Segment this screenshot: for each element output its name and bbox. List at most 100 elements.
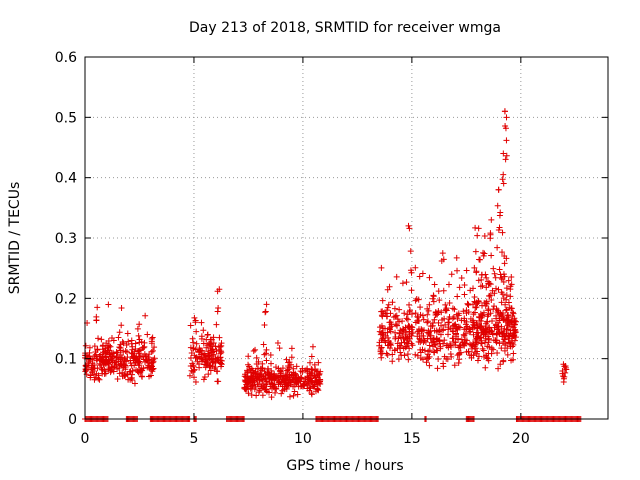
data-point — [441, 337, 448, 344]
data-point — [498, 329, 505, 336]
data-point — [449, 335, 456, 342]
data-point — [443, 305, 450, 312]
data-point — [475, 332, 482, 339]
data-point — [495, 323, 502, 330]
data-point — [437, 331, 444, 338]
data-point — [267, 352, 274, 359]
data-point — [504, 326, 511, 333]
data-point — [245, 353, 252, 360]
data-point — [461, 332, 468, 339]
data-points — [82, 108, 584, 422]
data-point — [136, 321, 143, 328]
data-point — [415, 296, 422, 303]
data-point — [136, 347, 143, 354]
data-point — [106, 365, 113, 372]
data-point — [125, 376, 132, 383]
data-point — [412, 351, 419, 358]
data-point — [496, 315, 503, 322]
data-point — [436, 297, 443, 304]
data-point — [442, 321, 449, 328]
data-point — [401, 352, 408, 359]
data-point — [449, 305, 456, 312]
data-point — [503, 114, 510, 121]
data-point — [193, 340, 200, 347]
data-point — [479, 311, 486, 318]
data-point — [214, 288, 221, 295]
data-point — [263, 357, 270, 364]
data-point — [495, 226, 502, 233]
data-point — [386, 283, 393, 290]
data-point — [290, 376, 297, 383]
data-point — [315, 359, 322, 366]
data-point — [116, 370, 123, 377]
chart-title: Day 213 of 2018, SRMTID for receiver wmg… — [189, 20, 501, 36]
data-point — [213, 368, 220, 375]
data-point — [470, 311, 477, 318]
data-point — [424, 319, 431, 326]
data-point — [151, 344, 158, 351]
data-point — [401, 310, 408, 317]
data-point — [465, 302, 472, 309]
data-point — [448, 271, 455, 278]
data-point — [476, 256, 483, 263]
data-point — [400, 327, 407, 334]
data-point — [500, 336, 507, 343]
data-point — [131, 362, 138, 369]
data-point — [502, 156, 509, 163]
y-axis-label: SRMTID / TECUs — [7, 182, 23, 295]
data-point — [387, 328, 394, 335]
data-point — [99, 346, 106, 353]
data-point — [474, 357, 481, 364]
data-point — [309, 343, 316, 350]
y-tick-label: 0.2 — [55, 291, 77, 307]
data-point — [443, 355, 450, 362]
data-point — [391, 305, 398, 312]
data-point — [93, 317, 100, 324]
data-point — [504, 351, 511, 358]
data-point — [498, 289, 505, 296]
data-point — [247, 385, 254, 392]
data-point — [465, 348, 472, 355]
data-point — [118, 322, 125, 329]
data-point — [82, 342, 89, 349]
data-point — [274, 339, 281, 346]
data-point — [504, 345, 511, 352]
data-point — [250, 371, 257, 378]
data-point — [257, 371, 264, 378]
data-point — [393, 312, 400, 319]
data-point — [406, 301, 413, 308]
data-point — [110, 337, 117, 344]
data-point — [123, 342, 130, 349]
data-point — [431, 316, 438, 323]
data-point — [187, 344, 194, 351]
data-point — [419, 270, 426, 277]
data-point — [127, 360, 134, 367]
data-point — [480, 326, 487, 333]
data-point — [286, 393, 293, 400]
data-point — [263, 346, 270, 353]
y-tick-label: 0.4 — [55, 171, 77, 187]
data-point — [501, 273, 508, 280]
data-point — [150, 356, 157, 363]
data-point — [198, 319, 205, 326]
data-point — [187, 322, 194, 329]
data-point — [503, 292, 510, 299]
data-point — [476, 317, 483, 324]
data-point — [495, 186, 502, 193]
data-point — [206, 340, 213, 347]
data-point — [202, 358, 209, 365]
data-point — [431, 349, 438, 356]
data-point — [149, 359, 156, 366]
data-point — [498, 311, 505, 318]
data-point — [245, 390, 252, 397]
data-point — [144, 331, 151, 338]
data-point — [403, 279, 410, 286]
data-point — [446, 299, 453, 306]
data-point — [253, 392, 260, 399]
data-point — [104, 343, 111, 350]
data-point — [210, 340, 217, 347]
data-point — [213, 348, 220, 355]
data-point — [483, 354, 490, 361]
data-point — [435, 355, 442, 362]
data-point — [91, 376, 98, 383]
